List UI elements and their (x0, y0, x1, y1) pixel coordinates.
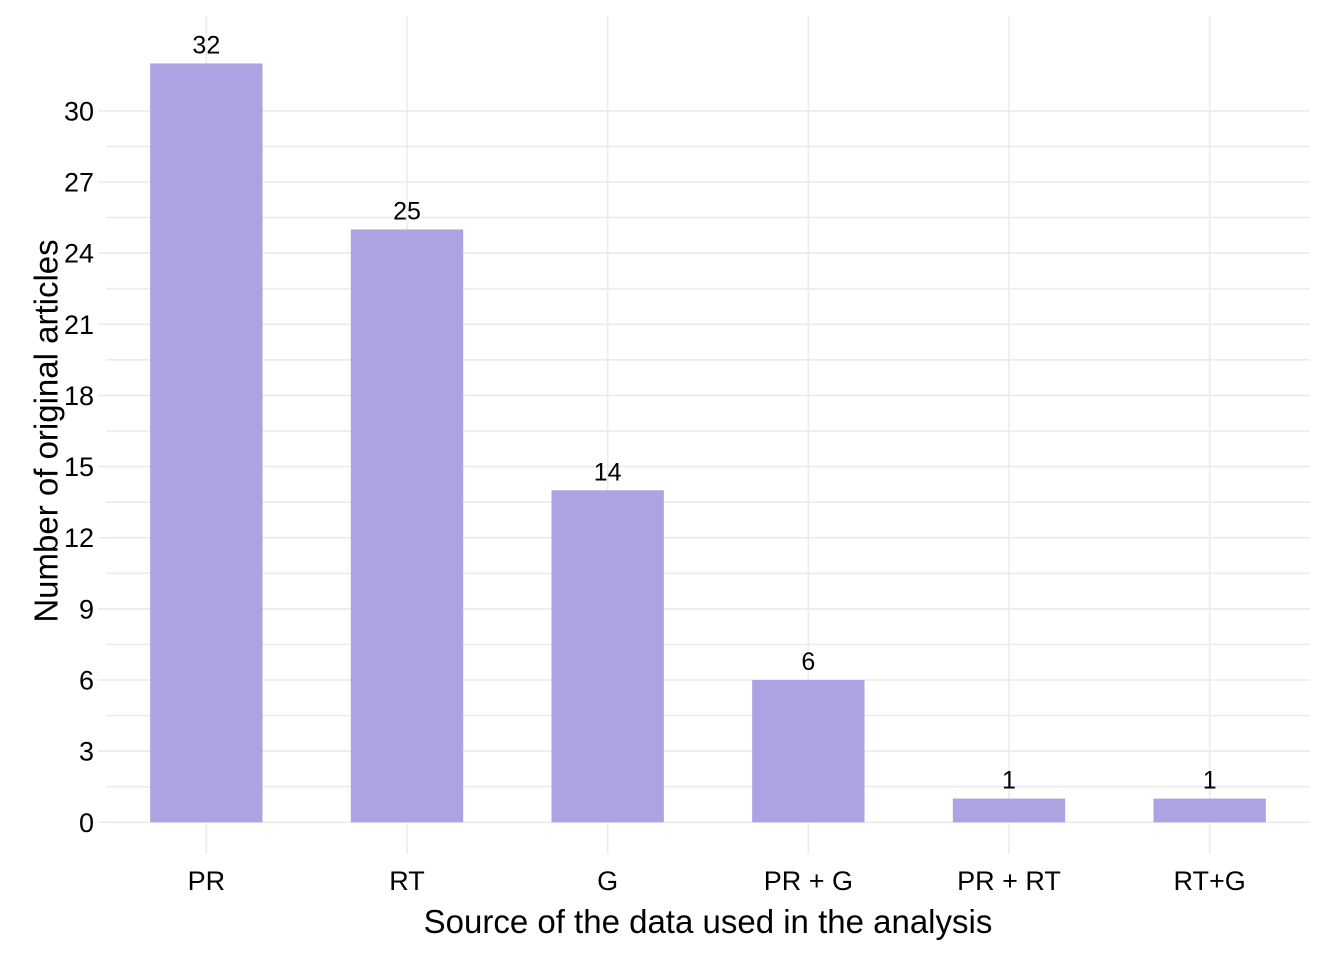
data-labels: 32 25 14 6 1 1 (192, 31, 1216, 794)
y-tick-label: 18 (64, 381, 94, 411)
y-tick-label: 6 (79, 666, 94, 696)
x-tick-label: PR + G (764, 866, 853, 896)
x-tick-label: PR + RT (957, 866, 1061, 896)
y-axis-title: Number of original articles (28, 239, 65, 622)
y-tick-label: 0 (79, 808, 94, 838)
gridlines (106, 16, 1310, 846)
y-tick-label: 27 (64, 168, 94, 198)
data-label-1: 25 (393, 197, 421, 225)
data-label-3: 6 (801, 648, 815, 676)
y-tick-label: 9 (79, 594, 94, 624)
x-tick-label: G (597, 866, 618, 896)
y-tick-label: 24 (64, 239, 94, 269)
y-axis-ticks: 0 3 6 9 12 15 18 21 24 27 30 (64, 96, 106, 838)
y-tick-label: 30 (64, 96, 94, 126)
bars (150, 63, 1266, 823)
data-label-4: 1 (1002, 767, 1016, 795)
y-tick-label: 12 (64, 523, 94, 553)
bar-4 (952, 798, 1066, 823)
y-tick-label: 15 (64, 452, 94, 482)
x-tick-label: RT (389, 866, 425, 896)
x-tick-label: RT+G (1174, 866, 1246, 896)
bar-0 (150, 63, 263, 823)
bar-5 (1153, 798, 1266, 823)
x-axis-title: Source of the data used in the analysis (424, 903, 993, 940)
data-label-2: 14 (594, 458, 622, 486)
y-tick-label: 3 (79, 737, 94, 767)
bar-1 (350, 229, 464, 823)
x-tick-label: PR (188, 866, 226, 896)
data-label-5: 1 (1203, 767, 1217, 795)
y-tick-label: 21 (64, 310, 94, 340)
x-axis-ticks: PR RT G PR + G PR + RT RT+G (188, 846, 1246, 896)
data-label-0: 32 (192, 31, 220, 59)
bar-3 (752, 680, 865, 823)
bar-2 (551, 490, 664, 823)
